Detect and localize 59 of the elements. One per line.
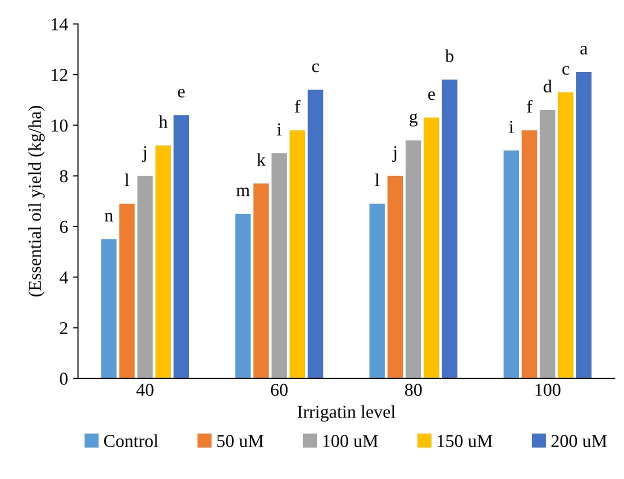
y-tick-label: 8 [60,170,68,182]
bar [424,118,440,378]
y-tick-label: 12 [52,68,68,81]
y-axis-title: (Essential oil yield (kg/ha) [28,106,45,296]
data-label: c [312,64,319,72]
y-tick-label: 10 [52,119,68,132]
y-tick-label: 0 [60,372,68,385]
bar [155,145,171,378]
bar [290,130,306,378]
bar [406,140,422,378]
data-label: m [236,188,250,196]
bar [308,90,324,378]
x-axis-title: Irrigatin level [298,405,396,422]
bar [540,110,556,378]
data-label: e [428,91,435,100]
legend-label: 50 uM [217,434,264,448]
data-label: l [124,173,130,186]
bar [442,80,458,378]
bar [101,239,117,378]
x-tick-label: 60 [270,384,288,396]
data-label: b [445,49,454,62]
bar [558,92,574,378]
data-label: d [544,80,552,92]
y-tick-label: 2 [60,322,68,334]
x-tick-label: 40 [136,384,154,396]
data-label: j [392,146,396,162]
data-label: i [509,120,514,133]
data-label: k [256,153,266,166]
y-tick-label: 14 [52,18,68,30]
bar [522,130,538,378]
data-label: g [410,113,418,127]
bar [576,72,592,378]
data-label: i [277,123,282,136]
bar [272,153,287,378]
data-label: j [142,146,146,162]
data-label: e [178,88,185,98]
data-label: c [562,66,570,75]
data-label: h [158,115,168,128]
legend-label: 200 uM [551,434,607,448]
legend-label: Control [104,434,158,448]
bar [174,115,190,378]
data-label: a [580,46,588,54]
data-label: f [527,100,532,113]
data-label: n [104,212,114,222]
bar [504,150,520,378]
bar [253,183,269,378]
bar [137,176,153,378]
bar [369,204,385,378]
x-tick-label: 100 [536,384,560,396]
y-tick-label: 4 [60,272,68,284]
bar [119,204,135,378]
legend-label: 100 uM [323,434,378,448]
data-label: f [294,100,300,113]
bar [235,214,251,378]
data-label: l [375,173,380,186]
x-tick-label: 80 [405,384,422,396]
y-tick-label: 6 [60,220,68,233]
legend-label: 150 uM [438,434,492,448]
bar [388,176,404,378]
